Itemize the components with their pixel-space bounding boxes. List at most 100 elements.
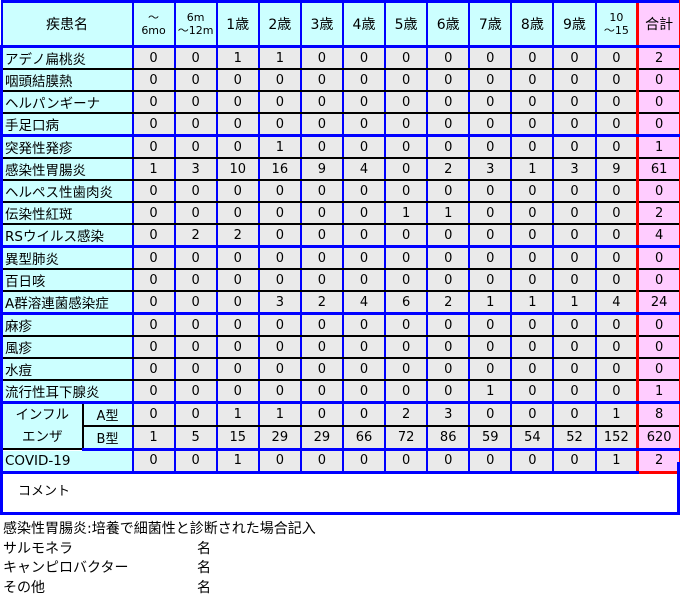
count-cell: 1 bbox=[131, 158, 176, 181]
count-cell: 0 bbox=[173, 313, 218, 337]
count-cell: 0 bbox=[552, 313, 597, 337]
count-cell: 0 bbox=[468, 246, 513, 270]
count-cell: 0 bbox=[552, 202, 597, 225]
note-label: キャンピロバクター bbox=[3, 560, 129, 576]
header-age-group: 6歳 bbox=[426, 0, 471, 48]
disease-name: アデノ扁桃炎 bbox=[0, 46, 134, 70]
disease-name: 流行性耳下腺炎 bbox=[0, 380, 134, 404]
header-age-group: 〜 6mo bbox=[131, 0, 176, 48]
count-cell: 0 bbox=[426, 224, 471, 248]
count-cell: 0 bbox=[257, 358, 302, 381]
count-cell: 0 bbox=[594, 69, 639, 92]
count-cell: 0 bbox=[468, 449, 513, 474]
count-cell: 86 bbox=[426, 425, 471, 451]
count-cell: 0 bbox=[215, 113, 260, 137]
table-row: ヘルペス性歯肉炎 0 0 0 0 0 0 0 0 0 0 0 0 0 bbox=[0, 180, 680, 203]
count-cell: 0 bbox=[384, 269, 429, 292]
count-cell: 0 bbox=[173, 135, 218, 159]
count-cell: 29 bbox=[299, 425, 344, 451]
count-cell: 0 bbox=[510, 91, 555, 114]
disease-name: 突発性発疹 bbox=[0, 135, 134, 159]
count-cell: 0 bbox=[215, 358, 260, 381]
count-cell: 0 bbox=[215, 291, 260, 315]
count-cell: 0 bbox=[468, 202, 513, 225]
disease-name: 風疹 bbox=[0, 336, 134, 359]
count-cell: 9 bbox=[299, 158, 344, 181]
count-cell: 0 bbox=[468, 46, 513, 70]
count-cell: 0 bbox=[215, 69, 260, 92]
count-cell: 0 bbox=[468, 269, 513, 292]
count-cell: 0 bbox=[299, 380, 344, 404]
count-cell: 1 bbox=[594, 402, 639, 427]
total-cell: 2 bbox=[636, 449, 680, 474]
count-cell: 2 bbox=[215, 224, 260, 248]
count-cell: 3 bbox=[257, 291, 302, 315]
count-cell: 0 bbox=[341, 336, 387, 359]
count-cell: 0 bbox=[257, 269, 302, 292]
count-cell: 1 bbox=[257, 46, 302, 70]
table-row: COVID-19 0 0 1 0 0 0 0 0 0 0 0 1 2 bbox=[0, 449, 680, 474]
count-cell: 1 bbox=[510, 291, 555, 315]
count-cell: 0 bbox=[594, 135, 639, 159]
count-cell: 0 bbox=[384, 224, 429, 248]
count-cell: 1 bbox=[215, 449, 260, 474]
count-cell: 0 bbox=[510, 246, 555, 270]
count-cell: 0 bbox=[131, 358, 176, 381]
header-age-group: 3歳 bbox=[299, 0, 344, 48]
table-row-influenza: B型 1 5 15 29 29 66 72 86 59 54 52 152 620 bbox=[2, 425, 680, 451]
count-cell: 0 bbox=[552, 224, 597, 248]
count-cell: 0 bbox=[257, 380, 302, 404]
count-cell: 0 bbox=[510, 313, 555, 337]
count-cell: 0 bbox=[131, 46, 176, 70]
count-cell: 0 bbox=[215, 202, 260, 225]
count-cell: 0 bbox=[131, 91, 176, 114]
count-cell: 10 bbox=[215, 158, 260, 181]
total-cell: 0 bbox=[636, 113, 680, 137]
count-cell: 0 bbox=[131, 449, 176, 474]
count-cell: 0 bbox=[257, 224, 302, 248]
total-cell: 0 bbox=[636, 313, 680, 337]
count-cell: 4 bbox=[341, 291, 387, 315]
count-cell: 152 bbox=[594, 425, 639, 451]
header-total: 合計 bbox=[636, 0, 680, 48]
count-cell: 2 bbox=[299, 291, 344, 315]
table-row: 異型肺炎 0 0 0 0 0 0 0 0 0 0 0 0 0 bbox=[0, 246, 680, 270]
table-row: 水痘 0 0 0 0 0 0 0 0 0 0 0 0 0 bbox=[0, 358, 680, 381]
count-cell: 3 bbox=[552, 158, 597, 181]
count-cell: 3 bbox=[426, 402, 471, 427]
count-cell: 0 bbox=[215, 246, 260, 270]
count-cell: 0 bbox=[384, 380, 429, 404]
count-cell: 1 bbox=[215, 46, 260, 70]
count-cell: 1 bbox=[468, 291, 513, 315]
notes: 感染性胃腸炎:培養で細菌性と診断された場合記入 サルモネラ名 キャンピロバクター… bbox=[3, 520, 316, 598]
table-row-influenza: インフル エンザ A型 0 0 1 1 0 0 2 3 0 0 0 1 8 bbox=[0, 402, 680, 450]
count-cell: 0 bbox=[215, 269, 260, 292]
count-cell: 0 bbox=[341, 380, 387, 404]
count-cell: 0 bbox=[594, 224, 639, 248]
table-row: 突発性発疹 0 0 0 1 0 0 0 0 0 0 0 0 1 bbox=[0, 135, 680, 159]
count-cell: 1 bbox=[510, 158, 555, 181]
count-cell: 0 bbox=[341, 113, 387, 137]
total-cell: 2 bbox=[636, 202, 680, 225]
header-age-group: 2歳 bbox=[257, 0, 302, 48]
count-cell: 0 bbox=[341, 46, 387, 70]
count-cell: 0 bbox=[215, 380, 260, 404]
count-cell: 0 bbox=[215, 336, 260, 359]
count-cell: 0 bbox=[257, 113, 302, 137]
note-label: その他 bbox=[3, 579, 45, 596]
count-cell: 0 bbox=[510, 113, 555, 137]
comment-box[interactable]: コメント bbox=[0, 462, 680, 515]
influenza-type: B型 bbox=[81, 425, 134, 451]
count-cell: 0 bbox=[426, 380, 471, 404]
count-cell: 0 bbox=[426, 449, 471, 474]
table-row: 伝染性紅斑 0 0 0 0 0 0 1 1 0 0 0 0 2 bbox=[0, 202, 680, 225]
count-cell: 0 bbox=[594, 336, 639, 359]
count-cell: 29 bbox=[257, 425, 302, 451]
count-cell: 1 bbox=[594, 449, 639, 474]
count-cell: 0 bbox=[594, 358, 639, 381]
count-cell: 0 bbox=[341, 135, 387, 159]
count-cell: 0 bbox=[173, 46, 218, 70]
total-cell: 1 bbox=[636, 380, 680, 404]
disease-name: 水痘 bbox=[0, 358, 134, 381]
count-cell: 59 bbox=[468, 425, 513, 451]
